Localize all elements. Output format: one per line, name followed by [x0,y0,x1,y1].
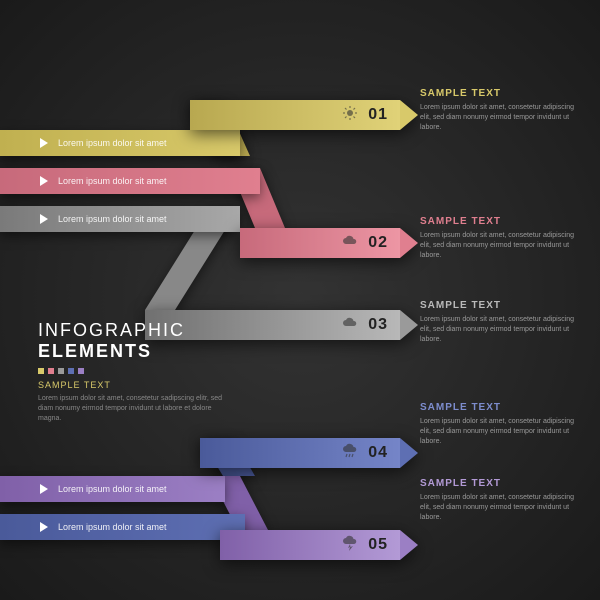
text-block-01: SAMPLE TEXT Lorem ipsum dolor sit amet, c… [420,88,585,132]
ribbon-text: Lorem ipsum dolor sit amet [58,176,167,186]
cloud2-icon [342,315,358,336]
ribbon-text: Lorem ipsum dolor sit amet [58,522,167,532]
text-title: SAMPLE TEXT [420,300,585,311]
dot [38,368,44,374]
text-title: SAMPLE TEXT [420,216,585,227]
ribbon-2: Lorem ipsum dolor sit amet [0,168,260,194]
arrow-01: 01 [190,100,418,130]
dot [58,368,64,374]
text-body: Lorem ipsum dolor sit amet, consetetur a… [420,315,585,344]
arrow-head [400,310,418,340]
text-block-05: SAMPLE TEXT Lorem ipsum dolor sit amet, c… [420,478,585,522]
text-body: Lorem ipsum dolor sit amet, consetetur a… [420,103,585,132]
arrow-head [400,100,418,130]
text-body: Lorem ipsum dolor sit amet, consetetur a… [420,417,585,446]
text-title: SAMPLE TEXT [420,478,585,489]
arrow-05: 05 [220,530,418,560]
text-block-04: SAMPLE TEXT Lorem ipsum dolor sit amet, c… [420,402,585,446]
arrow-number: 01 [368,106,388,124]
arrow-head [400,228,418,258]
cloud-icon [342,233,358,254]
play-icon [40,138,48,148]
arrow-head [400,438,418,468]
ribbon-text: Lorem ipsum dolor sit amet [58,214,167,224]
dot [48,368,54,374]
text-body: Lorem ipsum dolor sit amet, consetetur a… [420,493,585,522]
dot [78,368,84,374]
dot [68,368,74,374]
text-block-02: SAMPLE TEXT Lorem ipsum dolor sit amet, c… [420,216,585,260]
info-heading: INFOGRAPHIC ELEMENTS SAMPLE TEXT Lorem i… [38,320,228,423]
arrow-number: 02 [368,234,388,252]
play-icon [40,484,48,494]
text-title: SAMPLE TEXT [420,402,585,413]
sun-icon [342,105,358,126]
arrow-number: 04 [368,444,388,462]
play-icon [40,522,48,532]
ribbon-3: Lorem ipsum dolor sit amet [0,206,240,232]
arrow-02: 02 [240,228,418,258]
info-body: Lorem ipsum dolor sit amet, consetetur s… [38,394,228,423]
ribbon-text: Lorem ipsum dolor sit amet [58,484,167,494]
ribbon-text: Lorem ipsum dolor sit amet [58,138,167,148]
ribbon-1: Lorem ipsum dolor sit amet [0,130,240,156]
info-subtitle: SAMPLE TEXT [38,380,228,390]
rain-icon [342,443,358,464]
info-line2: ELEMENTS [38,341,228,362]
info-line1: INFOGRAPHIC [38,320,228,341]
ribbon-4: Lorem ipsum dolor sit amet [0,476,225,502]
text-block-03: SAMPLE TEXT Lorem ipsum dolor sit amet, c… [420,300,585,344]
arrow-number: 05 [368,536,388,554]
arrow-04: 04 [200,438,418,468]
text-body: Lorem ipsum dolor sit amet, consetetur a… [420,231,585,260]
storm-icon [342,535,358,556]
play-icon [40,176,48,186]
ribbon-5: Lorem ipsum dolor sit amet [0,514,245,540]
arrow-head [400,530,418,560]
info-dots [38,368,228,374]
play-icon [40,214,48,224]
text-title: SAMPLE TEXT [420,88,585,99]
arrow-number: 03 [368,316,388,334]
